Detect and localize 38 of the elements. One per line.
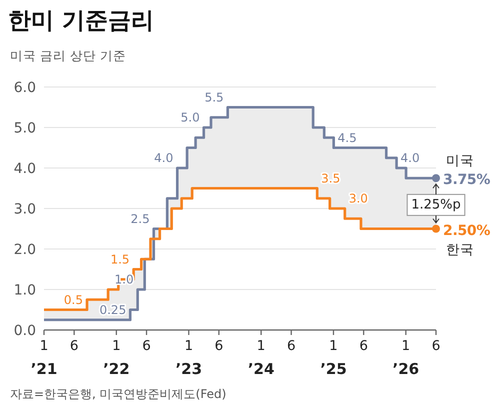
series-label: 미국 — [446, 153, 474, 170]
text: 자료=한국은행, 미국연방준비제도(Fed) — [10, 387, 226, 401]
y-tick-label: 1.0 — [14, 282, 36, 298]
x-tick-label: 6 — [214, 338, 224, 354]
y-tick-label: 3.0 — [14, 202, 36, 218]
x-tick-label: 1 ’25 — [320, 338, 347, 378]
y-tick-label: 6.0 — [14, 80, 36, 96]
x-tick-label: 6 — [142, 338, 151, 354]
x-tick-label: 1 ’22 — [103, 338, 130, 378]
x-tick-label: 1 ’23 — [175, 338, 202, 378]
x-tick-label: 6 — [432, 338, 440, 354]
annotation: 4.0 — [154, 151, 174, 165]
x-tick-label: 1 ’26 — [392, 338, 420, 378]
y-tick-label: 0.0 — [14, 323, 36, 339]
x-tick-label: 6 — [286, 338, 296, 354]
annotation: 3.0 — [348, 192, 368, 206]
annotation: 3.5 — [321, 171, 340, 186]
chart-subtitle: 미국 금리 상단 기준 — [10, 48, 126, 63]
x-tick-label: 1 ’24 — [248, 338, 274, 378]
x-tick-label: 6 — [359, 338, 368, 354]
annotation: 5.5 — [204, 90, 224, 104]
annotation: 3.75% — [443, 172, 490, 188]
series-label: 한국 — [446, 242, 474, 258]
chart-title: 한미 기준금리 — [8, 8, 154, 34]
y-tick-label: 4.0 — [14, 161, 36, 177]
annotation: 1.25%p — [411, 197, 461, 212]
y-tick-label: 5.0 — [14, 120, 36, 136]
annotation: 4.0 — [400, 151, 420, 165]
annotation: 1.5 — [110, 252, 130, 266]
annotation: 0.5 — [64, 292, 84, 307]
x-tick-label: 6 — [70, 338, 78, 354]
y-tick-label: 2.0 — [14, 242, 36, 258]
annotation: 0.25 — [99, 302, 126, 317]
annotation: 2.50% — [443, 222, 490, 239]
annotation: 2.5 — [130, 212, 150, 226]
x-tick-label: 1 ’21 — [30, 338, 58, 378]
annotation: 5.0 — [180, 110, 200, 124]
annotation: 4.5 — [338, 130, 357, 145]
